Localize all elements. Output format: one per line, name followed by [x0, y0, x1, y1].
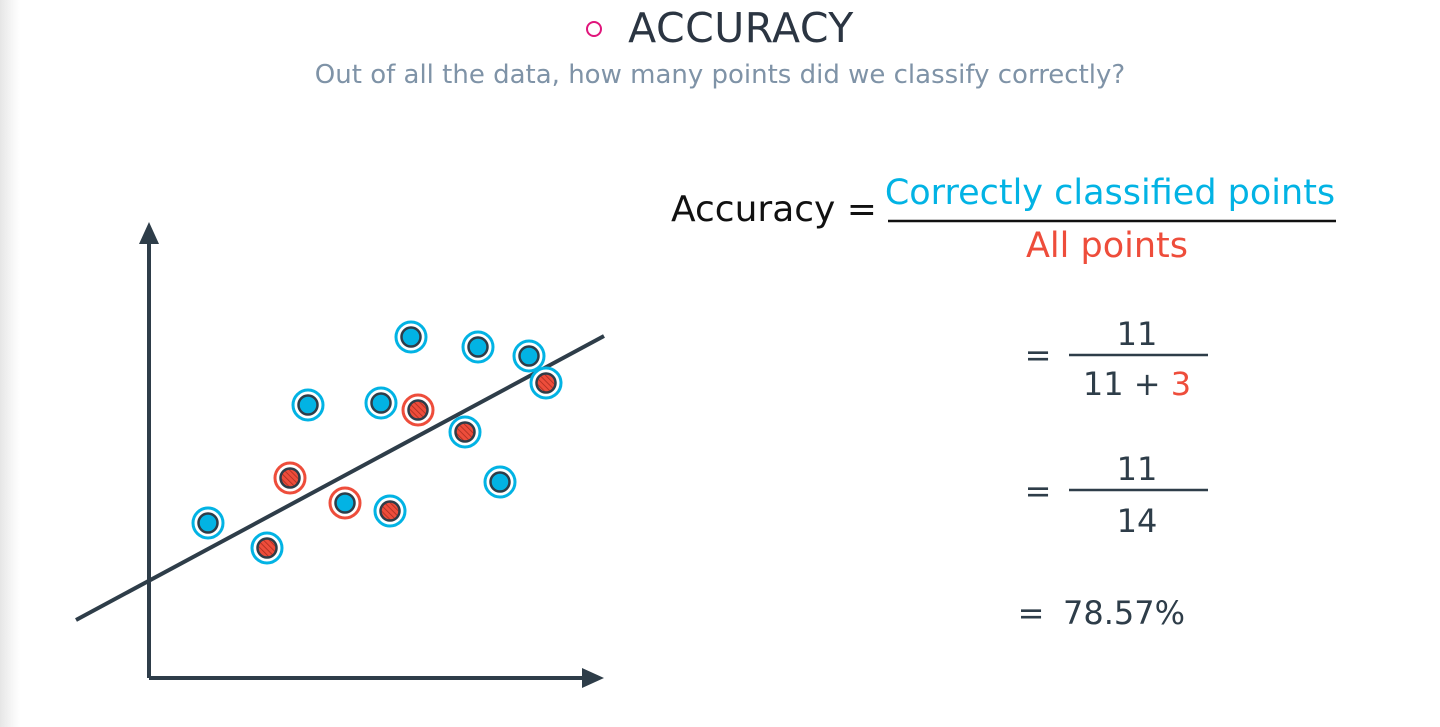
step1-denominator-right: 3: [1171, 365, 1191, 403]
x-axis-arrow-icon: [582, 668, 604, 688]
data-point-red: [373, 494, 407, 528]
point-dot: [489, 471, 511, 493]
point-dot: [407, 399, 429, 421]
point-dot: [400, 326, 422, 348]
formula-numerator: Correctly classified points: [885, 173, 1335, 213]
data-point-blue: [512, 339, 546, 373]
data-point-blue: [461, 330, 495, 364]
data-point-red: [448, 415, 482, 449]
left-edge-shadow: [0, 0, 20, 727]
data-point-blue: [328, 486, 362, 520]
data-point-red: [273, 461, 307, 495]
point-dot: [535, 372, 557, 394]
equals-sign-3: =: [1018, 594, 1045, 632]
equals-sign-2: =: [1025, 472, 1052, 510]
data-points: [191, 320, 563, 565]
data-point-blue: [394, 320, 428, 354]
point-dot: [518, 345, 540, 367]
data-point-blue: [291, 388, 325, 422]
decision-boundary-line: [75, 334, 605, 622]
step2-denominator: 14: [1117, 502, 1158, 540]
data-point-red: [401, 393, 435, 427]
step2-numerator: 11: [1117, 450, 1158, 488]
plot-axes: [139, 222, 604, 688]
slide-subtitle: Out of all the data, how many points did…: [314, 60, 1126, 90]
data-point-red: [250, 531, 284, 565]
point-dot: [379, 500, 401, 522]
accuracy-formula: Accuracy = Correctly classified points A…: [671, 173, 1336, 632]
result-value: 78.57%: [1063, 594, 1185, 632]
data-point-red: [529, 366, 563, 400]
equals-sign-1: =: [1025, 336, 1052, 374]
data-point-blue: [483, 465, 517, 499]
y-axis-arrow-icon: [139, 222, 159, 244]
data-point-blue: [364, 386, 398, 420]
step1-numerator: 11: [1117, 315, 1158, 353]
slide-title-row: ACCURACY: [0, 0, 1440, 56]
point-dot: [197, 512, 219, 534]
data-point-blue: [191, 506, 225, 540]
formula-lhs: Accuracy =: [671, 189, 877, 230]
formula-denominator: All points: [1026, 226, 1188, 266]
step1-denominator: 11 + 3: [1083, 365, 1191, 403]
point-dot: [297, 394, 319, 416]
point-dot: [279, 467, 301, 489]
point-dot: [467, 336, 489, 358]
bullet-icon: [586, 21, 603, 37]
point-dot: [256, 537, 278, 559]
point-dot: [334, 492, 356, 514]
point-dot: [454, 421, 476, 443]
step1-denominator-left: 11 +: [1083, 365, 1171, 403]
point-dot: [370, 392, 392, 414]
slide-title: ACCURACY: [628, 4, 854, 52]
